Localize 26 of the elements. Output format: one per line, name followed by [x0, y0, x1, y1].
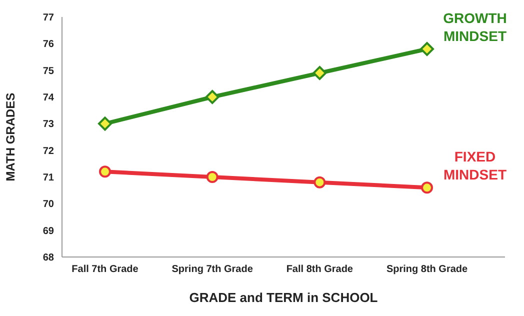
- y-tick-label: 76: [42, 39, 54, 50]
- x-axis-title: GRADE and TERM in SCHOOL: [189, 290, 378, 305]
- point: [314, 176, 326, 188]
- y-tick-label: 73: [42, 119, 54, 130]
- x-tick-label: Spring 8th Grade: [386, 264, 468, 276]
- y-tick-label: 70: [42, 199, 54, 210]
- point: [312, 66, 327, 80]
- point: [206, 171, 218, 183]
- y-tick-label: 71: [42, 172, 54, 184]
- y-tick-label: 77: [42, 12, 54, 24]
- series-label: FIXED MINDSET: [444, 148, 507, 183]
- y-tick-label: 75: [42, 66, 54, 77]
- point: [99, 166, 111, 178]
- point: [421, 182, 433, 194]
- series-label: GROWTH MINDSET: [443, 10, 507, 44]
- y-tick-label: 72: [42, 146, 54, 157]
- y-tick-label: 68: [42, 252, 54, 264]
- y-axis-title: MATH GRADES: [3, 92, 18, 182]
- point: [420, 42, 434, 56]
- x-tick-label: Spring 7th Grade: [172, 264, 254, 276]
- y-tick-label: 74: [42, 92, 54, 104]
- x-tick-label: Fall 7th Grade: [72, 264, 139, 276]
- point: [98, 116, 112, 131]
- y-tick-label: 69: [42, 226, 54, 237]
- point: [205, 90, 220, 104]
- x-tick-label: Fall 8th Grade: [286, 264, 354, 276]
